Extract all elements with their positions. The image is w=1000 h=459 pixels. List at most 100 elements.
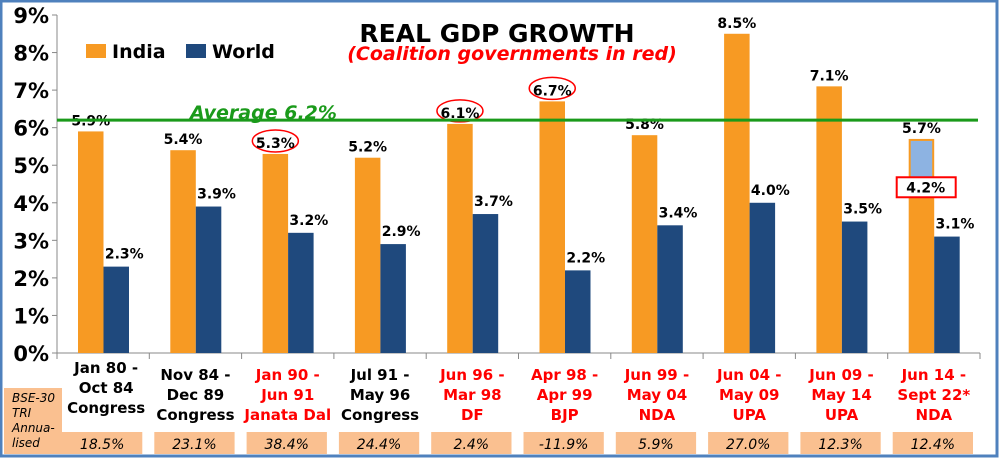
data-label-world: 3.5% [843,202,882,218]
data-label-india: 6.1% [441,106,480,122]
category-label: Apr 99 [537,386,593,404]
y-tick-label: 2% [13,267,49,291]
legend-swatch-india [86,44,106,58]
annotation-label: 4.2% [906,180,945,196]
category-label: Oct 84 [79,379,134,397]
data-label-india: 5.7% [902,121,941,137]
bse-return-value: -11.9% [539,437,589,453]
chart-title: REAL GDP GROWTH [359,19,634,48]
category-label: UPA [733,406,767,424]
category-label: BJP [551,406,579,424]
bse-return-value: 2.4% [454,437,490,453]
data-label-india: 5.4% [164,132,203,148]
bse-return-value: 27.0% [726,437,770,453]
bar-world [472,214,499,353]
category-label: Jun 99 - [624,366,689,384]
category-label: Jun 91 [260,386,314,404]
data-label-world: 2.3% [105,247,144,263]
category-label: May 96 [350,386,410,404]
category-label: Sept 22* [897,386,970,404]
bse-return-value: 24.4% [357,437,401,453]
chart-subtitle: (Coalition governments in red) [347,43,677,65]
y-tick-label: 3% [13,229,49,253]
category-label: May 09 [719,386,779,404]
highlight-circle [528,76,576,101]
bse-return-value: 5.9% [638,437,674,453]
category-label: Congress [67,399,145,417]
y-tick-label: 4% [13,192,49,216]
bar-world [934,236,960,353]
y-tick-label: 9% [13,4,49,28]
bse-return-value: 12.4% [911,437,955,453]
bse-return-value: 18.5% [80,437,124,453]
bar-india [631,135,658,353]
bse-return-cell [892,432,973,454]
bse-return-cell [246,432,327,454]
category-label: Jun 96 - [439,366,504,384]
category-label: Apr 98 - [531,366,598,384]
legend-label-india: India [112,41,166,63]
bse-return-cell [523,432,604,454]
category-label: Jan 80 - [73,359,138,377]
bse-return-value: 23.1% [172,437,216,453]
category-label: May 04 [627,386,687,404]
average-label: Average 6.2% [188,102,337,124]
bse-header-label: TRI [12,406,32,420]
category-label: NDA [639,406,676,424]
bar-world [103,266,129,353]
bse-return-cell [615,432,697,454]
category-label: Jun 14 - [901,366,966,384]
bar-world [195,206,222,353]
bse-return-cell [431,432,512,454]
category-label: Janata Dal [243,406,331,424]
bar-india [170,150,196,353]
bse-header-label: lised [12,436,40,450]
bse-return-cell [62,432,143,454]
bar-world [380,244,406,353]
data-label-world: 3.4% [659,205,698,221]
category-label: Jan 90 - [255,366,320,384]
annotation-box [895,176,957,199]
data-label-world: 3.9% [197,187,236,203]
bar-india [724,33,750,354]
category-label: Jul 91 - [350,366,410,384]
bar-india [78,131,104,353]
bar-india [539,101,565,353]
bse-header-label: Annua- [11,421,55,435]
category-label: Jun 09 - [808,366,873,384]
bar-world [288,232,314,353]
category-label: Nov 84 - [160,366,230,384]
bar-india [262,153,289,353]
data-label-world: 2.9% [382,224,421,240]
data-label-world: 3.7% [474,194,513,210]
highlight-circle [251,129,300,153]
bse-return-cell [338,432,420,454]
bse-return-value: 38.4% [265,437,309,453]
data-label-world: 3.1% [936,217,975,233]
bar-india [816,86,842,353]
category-label: NDA [916,406,953,424]
y-tick-label: 1% [13,304,49,328]
y-tick-label: 7% [13,79,49,103]
bse-return-cell [800,432,881,454]
bar-world [841,221,868,353]
bar-india [354,157,381,353]
legend-label-world: World [212,41,275,63]
data-label-india: 6.7% [533,83,572,99]
category-label: UPA [825,406,859,424]
bar-world [749,202,776,353]
category-label: DF [461,406,484,424]
highlight-circle [436,99,484,123]
bse-header-cell [4,388,62,454]
bar-world [657,225,683,353]
y-tick-label: 6% [13,117,49,141]
data-label-world: 3.2% [289,213,328,229]
data-label-india: 8.5% [717,16,756,32]
data-label-world: 4.0% [751,183,790,199]
category-label: Congress [156,406,234,424]
category-label: Congress [341,406,419,424]
bse-return-cell [154,432,235,454]
y-tick-label: 0% [13,342,49,366]
bse-return-cell [708,432,789,454]
